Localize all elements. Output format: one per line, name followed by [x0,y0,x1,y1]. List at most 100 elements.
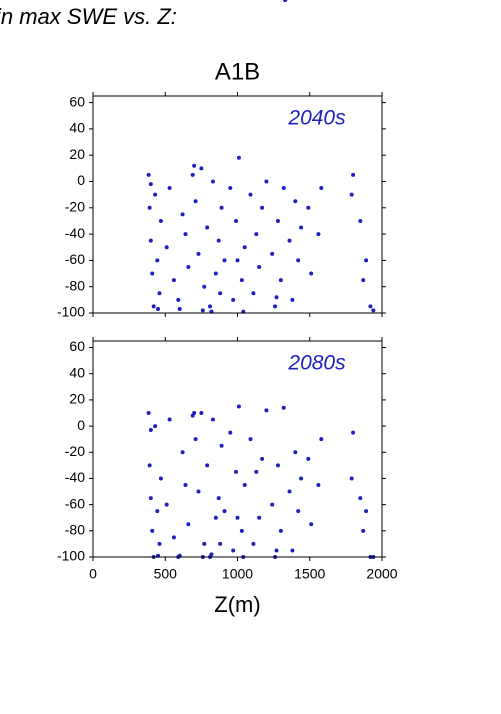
point [196,251,201,256]
point [186,264,191,269]
point [200,308,205,313]
point [210,417,215,422]
point [190,172,195,177]
point [275,463,280,468]
point [177,307,182,312]
point [293,199,298,204]
point [260,205,265,210]
point [316,232,321,237]
point [153,192,158,197]
point [176,297,181,302]
point [186,522,191,527]
point [164,502,169,507]
y-tick-label: -40 [65,225,85,241]
x-tick-label: 1500 [294,566,325,582]
point [248,192,253,197]
point [146,172,151,177]
point [274,548,279,553]
point [235,258,240,263]
point [218,541,223,546]
point [306,205,311,210]
point [316,483,321,487]
point [309,522,314,527]
point [349,476,354,481]
point [158,476,163,481]
point [157,541,162,546]
panel-label: 2040s [287,107,346,130]
y-tick-label: 20 [69,146,85,162]
point [148,238,153,243]
point [281,186,286,191]
point [293,450,298,455]
point [192,163,197,168]
point [180,212,185,217]
point [180,450,185,455]
point [157,291,162,296]
y-tick-label: -80 [65,522,85,538]
point [218,291,223,296]
point [209,552,214,557]
point [264,408,269,413]
point [273,304,278,309]
point [274,295,279,300]
point [199,166,204,171]
point [171,535,176,540]
point [257,515,262,520]
point [278,278,283,283]
point [205,225,210,230]
point [153,424,158,429]
point [228,430,233,435]
point [299,476,304,481]
chart-title: A1B [215,58,260,85]
y-tick-label: -80 [65,277,85,293]
point [290,297,295,302]
point [234,469,239,474]
point [296,509,301,514]
x-tick-label: 2000 [366,566,397,582]
point [199,411,204,415]
point [155,258,160,263]
y-tick-label: -20 [65,198,85,214]
x-tick-label: 1000 [222,566,253,582]
y-tick-label: -60 [65,495,85,511]
point [150,528,155,533]
point [216,496,221,501]
point [231,548,236,553]
point [287,238,292,243]
point [148,496,153,501]
point [148,428,153,433]
point [239,528,244,533]
point [156,307,161,312]
x-tick-label: 500 [154,566,178,582]
point [361,528,366,533]
point [222,509,227,514]
point [150,271,155,276]
y-tick-label: -20 [65,443,85,459]
x-axis-label: Z(m) [214,592,260,617]
point [236,155,241,160]
point [319,186,324,191]
point [251,541,256,546]
point [364,258,369,263]
point [275,218,280,223]
point [208,304,213,309]
point [202,541,207,546]
point [210,179,215,184]
point [278,528,283,533]
point [196,489,201,494]
point [183,232,188,237]
y-tick-label: 0 [77,417,85,433]
y-tick-label: 0 [77,172,85,188]
point [242,245,247,250]
point [155,509,160,514]
point [193,199,198,204]
point [242,483,247,487]
point [213,271,218,276]
y-tick-label: 40 [69,120,85,136]
point [151,304,156,309]
point [296,258,301,263]
y-tick-label: 40 [69,364,85,380]
point [306,456,311,461]
point [351,430,356,435]
x-tick-label: 0 [89,566,97,582]
